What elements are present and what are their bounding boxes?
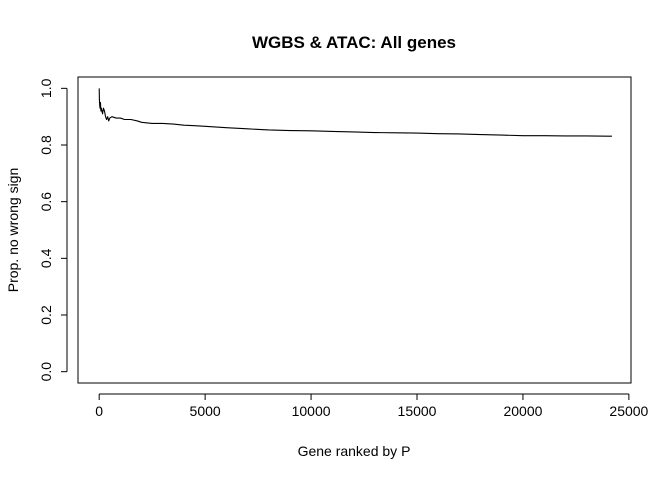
x-tick-label: 10000 — [292, 403, 331, 419]
series-line — [98, 88, 612, 137]
x-tick-label: 0 — [95, 403, 103, 419]
y-tick-label: 0.0 — [38, 362, 54, 382]
plot-box — [77, 76, 632, 384]
y-tick-label: 0.2 — [38, 305, 54, 325]
x-tick-label: 20000 — [503, 403, 542, 419]
x-tick-label: 25000 — [609, 403, 648, 419]
x-axis: 0 5000 10000 15000 20000 25000 — [95, 393, 649, 419]
y-tick-label: 0.6 — [38, 192, 54, 212]
series-group — [98, 88, 612, 137]
chart-title: WGBS & ATAC: All genes — [252, 33, 456, 52]
y-tick-label: 0.8 — [38, 135, 54, 155]
y-tick-label: 1.0 — [38, 78, 54, 98]
y-axis: 0.0 0.2 0.4 0.6 0.8 1.0 — [38, 78, 68, 382]
x-tick-label: 5000 — [190, 403, 221, 419]
y-axis-label: Prop. no wrong sign — [5, 168, 21, 293]
x-axis-label: Gene ranked by P — [298, 443, 411, 459]
y-tick-label: 0.4 — [38, 248, 54, 268]
x-tick-label: 15000 — [398, 403, 437, 419]
